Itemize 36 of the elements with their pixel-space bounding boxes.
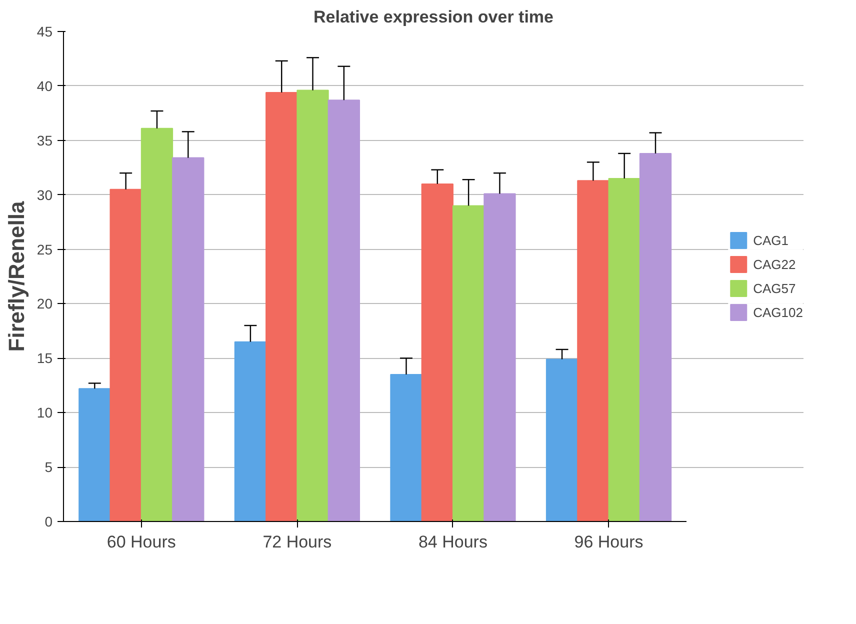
y-tick-label: 45: [36, 24, 53, 40]
y-tick-label: 15: [36, 350, 53, 366]
bar: [546, 358, 578, 522]
legend-label: CAG1: [753, 232, 789, 248]
x-tick-label: 84 Hours: [418, 532, 488, 552]
y-tick-label: 0: [44, 514, 53, 530]
bar: [577, 180, 610, 522]
y-tick-label: 25: [36, 241, 53, 258]
bar: [266, 92, 298, 522]
legend-label: CAG102: [753, 304, 803, 320]
legend-label: CAG22: [753, 256, 796, 272]
y-tick-label: 40: [36, 78, 53, 94]
bar: [140, 128, 174, 522]
y-tick-label: 30: [36, 186, 53, 203]
y-tick-label: 5: [44, 459, 53, 476]
bar: [110, 188, 142, 522]
bar: [234, 341, 267, 522]
bar: [608, 178, 640, 522]
y-axis-title: Firefly/Renella: [4, 200, 29, 352]
bar: [484, 193, 516, 522]
bar: [421, 183, 454, 522]
y-tick-label: 35: [36, 132, 53, 148]
bar: [639, 152, 672, 522]
bar: [390, 374, 422, 522]
chart-title: Relative expression over time: [314, 8, 554, 26]
bar: [78, 388, 111, 522]
x-tick-label: 72 Hours: [262, 532, 332, 552]
legend-label: CAG57: [753, 280, 796, 296]
y-tick-label: 20: [36, 296, 53, 312]
x-tick-label: 96 Hours: [574, 532, 644, 552]
bar: [296, 90, 329, 522]
x-tick-label: 60 Hours: [106, 532, 176, 552]
bar: [328, 100, 360, 522]
bar: [452, 205, 485, 522]
y-tick-label: 10: [36, 404, 53, 421]
bar: [172, 157, 204, 522]
